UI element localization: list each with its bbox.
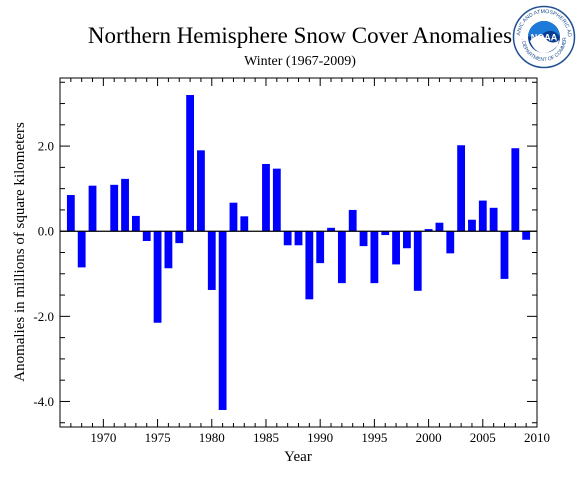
logo-sky	[528, 21, 560, 37]
y-tick-label: 0.0	[38, 224, 54, 239]
bar-1972	[121, 178, 129, 232]
x-tick-label: 1980	[199, 430, 225, 445]
bar-1993	[348, 209, 357, 232]
bar-1974	[142, 231, 151, 242]
bar-1994	[359, 231, 368, 247]
bar-1979	[197, 150, 205, 232]
bar-1990	[316, 231, 325, 264]
y-tick-label: -4.0	[33, 394, 54, 409]
bar-1967	[66, 195, 75, 232]
plot-frame	[59, 77, 538, 428]
x-tick-label: 1995	[361, 430, 387, 445]
x-axis-label: Year	[284, 449, 312, 465]
bar-1992	[337, 231, 346, 284]
bar-2000	[424, 229, 433, 232]
bar-1981	[218, 231, 227, 410]
bar-2005	[478, 200, 487, 232]
bar-2007	[500, 231, 509, 279]
bar-1986	[272, 168, 281, 232]
bar-2001	[435, 222, 444, 232]
bar-1975	[153, 231, 162, 323]
bar-2008	[511, 148, 520, 232]
x-tick-label: 1975	[145, 430, 171, 445]
y-ticks: -4.0 -2.0 0.0 2.0	[33, 81, 537, 424]
logo-text: NOAA	[531, 33, 558, 43]
chart-title: Northern Hemisphere Snow Cover Anomalies	[87, 23, 513, 48]
bar-2006	[489, 207, 498, 232]
bar-1978	[186, 95, 194, 232]
bar-1980	[207, 231, 216, 290]
y-tick-label: -2.0	[33, 309, 54, 324]
bar-1969	[88, 185, 97, 232]
bar-1973	[131, 215, 140, 232]
x-tick-label: 2005	[470, 430, 496, 445]
x-tick-label: 1985	[253, 430, 279, 445]
bars	[66, 95, 531, 410]
bar-1968	[77, 231, 86, 268]
bar-1971	[110, 184, 119, 232]
bar-1985	[262, 163, 270, 232]
bar-1987	[283, 231, 292, 246]
bar-1998	[403, 231, 411, 249]
x-tick-label: 2000	[416, 430, 442, 445]
x-tick-label: 2010	[524, 430, 550, 445]
bar-1991	[327, 227, 335, 232]
bar-1988	[294, 231, 303, 246]
bar-1997	[392, 231, 400, 265]
bar-1983	[240, 216, 249, 232]
x-tick-label: 1970	[90, 430, 116, 445]
x-tick-label: 1990	[307, 430, 333, 445]
bar-1976	[164, 231, 173, 269]
bar-2004	[468, 219, 476, 232]
chart-subtitle: Winter (1967-2009)	[244, 54, 356, 69]
bar-1999	[413, 231, 422, 291]
bar-1989	[305, 231, 314, 300]
bar-2002	[446, 231, 455, 254]
bar-2009	[522, 231, 531, 240]
bar-1977	[175, 231, 184, 244]
logo-bird	[530, 35, 559, 53]
y-tick-label: 2.0	[38, 139, 54, 154]
x-ticks: 1970 1975 1980 1985 1990 1995 2000 2005 2010	[70, 78, 550, 445]
bar-1995	[370, 231, 379, 284]
bar-2003	[457, 145, 466, 232]
bar-1982	[229, 202, 238, 232]
bar-1996	[381, 231, 390, 236]
y-axis-label: Anomalies in millions of square kilomete…	[12, 122, 28, 382]
noaa-logo: NATIONAL OCEANIC AND ATMOSPHERIC ADMINIS…	[512, 5, 576, 69]
